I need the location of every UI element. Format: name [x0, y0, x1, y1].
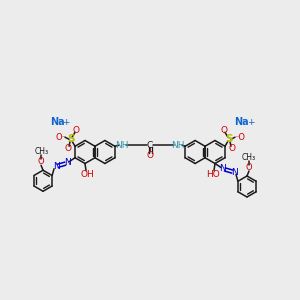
Text: CH₃: CH₃ — [242, 152, 256, 161]
Text: OH: OH — [80, 170, 94, 179]
Text: HO: HO — [206, 170, 220, 179]
Text: C: C — [147, 141, 153, 150]
Text: Na: Na — [50, 117, 64, 127]
Text: NH: NH — [171, 141, 185, 150]
Text: O: O — [38, 157, 44, 166]
Text: +: + — [62, 118, 70, 127]
Text: S: S — [67, 134, 75, 144]
Text: NH: NH — [115, 141, 129, 150]
Text: O: O — [246, 163, 252, 172]
Text: O: O — [220, 126, 227, 135]
Text: N: N — [64, 158, 70, 167]
Text: N: N — [53, 162, 59, 171]
Text: O: O — [64, 144, 71, 153]
Text: Na: Na — [234, 117, 248, 127]
Text: N: N — [231, 168, 237, 177]
Text: O: O — [146, 151, 154, 160]
Text: O: O — [229, 144, 236, 153]
Text: O⁻: O⁻ — [56, 133, 67, 142]
Text: S: S — [225, 134, 233, 144]
Text: +: + — [247, 118, 255, 127]
Text: ⁻O: ⁻O — [235, 133, 245, 142]
Text: N: N — [220, 164, 226, 173]
Text: CH₃: CH₃ — [35, 147, 49, 156]
Text: O: O — [73, 126, 80, 135]
